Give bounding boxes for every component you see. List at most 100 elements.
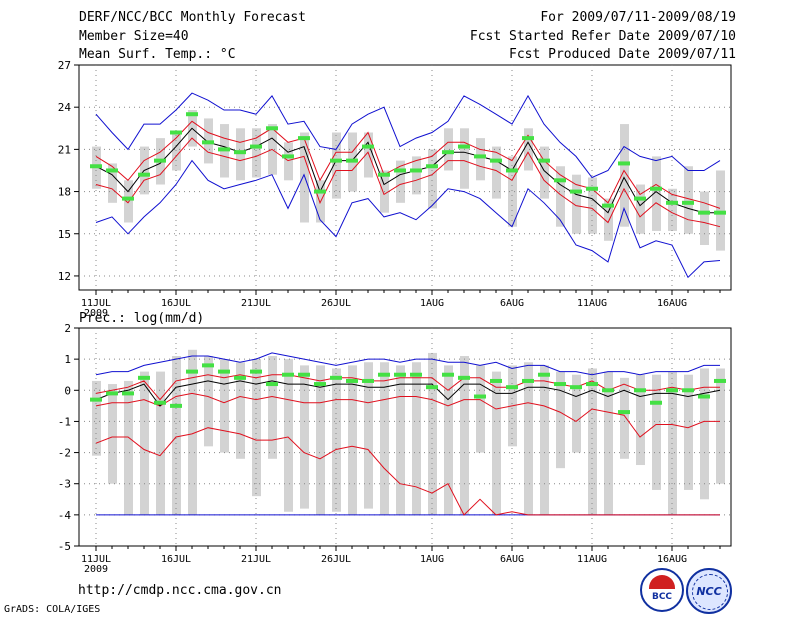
prec-forecast-marker — [90, 397, 102, 402]
prec-forecast-marker — [410, 372, 422, 377]
prec-forecast-marker — [554, 382, 566, 387]
temp-x-tick-label: 21JUL — [241, 298, 271, 309]
prec-forecast-marker — [522, 378, 534, 383]
temp-forecast-marker — [666, 200, 678, 205]
prec-spread-bar — [716, 368, 725, 484]
temp-spread-bar — [524, 128, 533, 171]
prec-spread-bar — [332, 368, 341, 512]
temp-x-tick-label: 16AUG — [657, 298, 687, 309]
prec-x-tick-label: 1AUG — [420, 554, 444, 565]
prec-forecast-marker — [234, 375, 246, 380]
prec-forecast-marker — [122, 391, 134, 396]
prec-forecast-marker — [538, 372, 550, 377]
prec-year-label: 2009 — [84, 564, 108, 575]
bcc-logo-text: BCC — [651, 592, 673, 602]
prec-forecast-marker — [506, 385, 518, 390]
prec-spread-bar — [188, 349, 197, 515]
prec-forecast-marker — [154, 400, 166, 405]
temp-forecast-marker — [154, 158, 166, 163]
prec-forecast-marker — [570, 385, 582, 390]
temp-spread-bar — [636, 184, 645, 234]
temp-forecast-marker — [634, 196, 646, 201]
temp-spread-bar — [556, 166, 565, 227]
temp-spread-bar — [700, 191, 709, 245]
temp-forecast-marker — [522, 136, 534, 141]
temp-y-tick-label: 18 — [58, 186, 71, 199]
prec-y-tick-label: 2 — [64, 322, 71, 335]
temp-y-tick-label: 27 — [58, 59, 71, 72]
prec-spread-bar — [636, 374, 645, 466]
temp-spread-bar — [508, 156, 517, 227]
prec-x-tick-label: 16AUG — [657, 554, 687, 565]
prec-y-tick-label: -1 — [58, 415, 71, 428]
prec-forecast-marker — [394, 372, 406, 377]
temp-spread-bar — [668, 188, 677, 231]
prec-forecast-marker — [218, 369, 230, 374]
temp-mean-line — [95, 127, 720, 214]
temp-frame — [78, 64, 732, 291]
temp-forecast-marker — [330, 158, 342, 163]
temp-x-tick-label: 11JUL — [81, 298, 111, 309]
prec-spread-bar — [220, 359, 229, 453]
member-size: Member Size=40 — [79, 29, 189, 44]
temp-spread-bar — [284, 142, 293, 181]
temp-forecast-marker — [426, 164, 438, 169]
prec-spread-bar — [108, 384, 117, 484]
temp-spread-bar — [572, 174, 581, 234]
prec-forecast-marker — [282, 372, 294, 377]
prec-panel — [74, 327, 732, 551]
prec-x-tick-label: 11JUL — [81, 554, 111, 565]
temp-panel — [74, 64, 732, 295]
prec-spread-bar — [380, 362, 389, 515]
prec-forecast-marker — [474, 394, 486, 399]
ncc-logo-text: NCC — [696, 585, 722, 598]
prec-spread-bar — [284, 359, 293, 512]
prec-spread-bar — [492, 371, 501, 515]
prec-y-tick-label: -2 — [58, 447, 71, 460]
prec-forecast-marker — [186, 369, 198, 374]
temp-forecast-marker — [682, 200, 694, 205]
temp-forecast-marker — [410, 168, 422, 173]
temp-spread-bar — [652, 156, 661, 231]
prec-spread-bar — [444, 365, 453, 515]
temp-y-tick-label: 15 — [58, 228, 71, 241]
prec-forecast-marker — [106, 391, 118, 396]
prec-forecast-marker — [378, 372, 390, 377]
temp-x-tick-label: 26JUL — [321, 298, 351, 309]
prec-lower-line — [95, 392, 720, 438]
temp-x-tick-label: 6AUG — [500, 298, 524, 309]
temp-spread-bar — [252, 128, 261, 178]
prec-y-tick-label: -3 — [58, 478, 71, 491]
prec-spread-bar — [364, 362, 373, 509]
prec-min-line — [95, 427, 720, 516]
prec-spread-bar — [348, 365, 357, 515]
temp-spread-bar — [396, 160, 405, 203]
temp-forecast-marker — [138, 172, 150, 177]
temp-forecast-marker — [186, 112, 198, 117]
temp-spread-bar — [236, 128, 245, 181]
bcc-logo: BCC — [640, 568, 684, 612]
prec-spread-bar — [396, 365, 405, 515]
temp-y-tick-label: 12 — [58, 270, 71, 283]
source-url[interactable]: http://cmdp.ncc.cma.gov.cn — [78, 583, 282, 598]
temp-forecast-marker — [106, 168, 118, 173]
temp-forecast-marker — [586, 186, 598, 191]
prec-spread-bar — [252, 359, 261, 497]
temp-forecast-marker — [442, 150, 454, 155]
temp-spread-bar — [620, 124, 629, 227]
temp-forecast-marker — [458, 144, 470, 149]
temp-max-line — [95, 92, 721, 179]
prec-forecast-marker — [698, 394, 710, 399]
prec-x-tick-label: 16JUL — [161, 554, 191, 565]
prec-spread-bar — [476, 365, 485, 453]
temp-forecast-marker — [394, 168, 406, 173]
temp-spread-bar — [716, 170, 725, 251]
prec-y-tick-label: -4 — [58, 509, 72, 522]
prec-x-tick-label: 11AUG — [577, 554, 607, 565]
temp-forecast-marker — [714, 210, 726, 215]
prec-spread-bar — [700, 368, 709, 500]
temp-x-tick-label: 16JUL — [161, 298, 191, 309]
prec-spread-bar — [540, 365, 549, 515]
temp-spread-bar — [412, 156, 421, 195]
prec-forecast-marker — [458, 375, 470, 380]
